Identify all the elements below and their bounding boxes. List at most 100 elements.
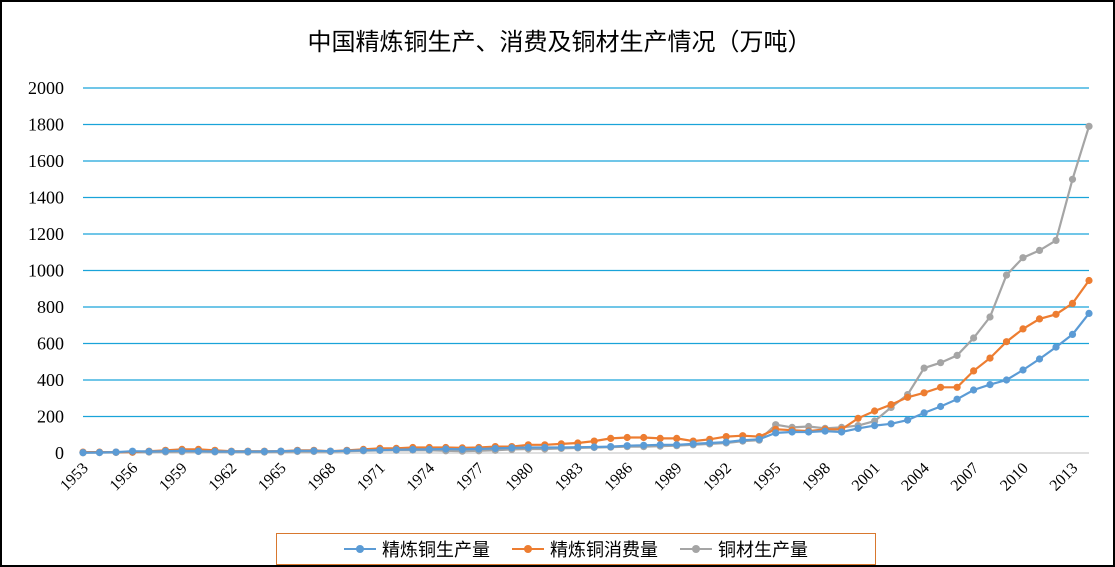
data-point	[640, 433, 648, 442]
data-point	[458, 445, 466, 453]
data-point	[970, 367, 978, 375]
legend-item-production: 精炼铜生产量	[344, 536, 490, 562]
data-point	[227, 447, 235, 456]
legend-label-copper-products: 铜材生产量	[718, 540, 808, 561]
data-point	[887, 420, 895, 428]
y-tick-label: 1600	[28, 151, 64, 171]
data-point	[656, 441, 664, 449]
y-tick-label: 2000	[28, 78, 64, 98]
data-point	[937, 359, 945, 367]
data-point	[986, 354, 994, 362]
data-point	[1035, 246, 1044, 254]
data-point	[904, 393, 912, 401]
data-point	[970, 334, 978, 342]
data-point	[920, 389, 928, 397]
series-line	[83, 279, 1090, 454]
data-point	[343, 447, 351, 455]
x-tick-label: 2004	[898, 460, 933, 495]
data-point	[1052, 236, 1060, 244]
data-point	[1035, 355, 1044, 363]
series-1	[79, 276, 1093, 456]
y-axis-tick-labels: 0 200 400 600 800 1000 1200 1400 1600 1800 2000	[28, 78, 64, 463]
data-point	[244, 447, 252, 456]
data-point	[541, 443, 549, 452]
data-point	[986, 313, 994, 321]
data-point	[623, 442, 631, 450]
data-point	[128, 447, 137, 455]
series-0	[79, 309, 1093, 457]
data-point	[953, 351, 961, 359]
data-point	[1019, 366, 1027, 374]
data-point	[805, 428, 813, 436]
series-line	[82, 312, 1090, 454]
x-tick-label: 2001	[849, 460, 884, 495]
x-tick-label: 1986	[601, 460, 636, 495]
data-point	[590, 443, 598, 451]
data-point	[1002, 271, 1011, 279]
data-point	[1052, 343, 1060, 351]
data-point	[1002, 376, 1011, 384]
x-tick-label: 1956	[107, 460, 142, 495]
data-point	[293, 447, 301, 455]
series-lines	[79, 122, 1093, 457]
legend-label-consumption: 精炼铜消费量	[550, 540, 658, 561]
data-point	[607, 434, 615, 442]
data-point	[508, 444, 516, 452]
x-tick-label: 2013	[1047, 460, 1082, 495]
x-tick-label: 1959	[156, 460, 191, 495]
data-point	[673, 434, 681, 442]
data-point	[937, 402, 945, 411]
data-point	[689, 440, 697, 448]
data-point	[673, 441, 681, 449]
data-point	[953, 395, 961, 403]
x-tick-label: 1983	[552, 460, 587, 495]
data-point	[986, 381, 994, 389]
data-point	[359, 446, 367, 454]
data-point	[326, 447, 334, 455]
data-point	[772, 429, 780, 437]
data-point	[194, 447, 202, 455]
data-point	[838, 428, 846, 436]
data-point	[706, 439, 714, 447]
data-point	[722, 438, 730, 446]
data-point	[1068, 299, 1077, 307]
data-point	[145, 447, 153, 456]
data-point	[871, 422, 879, 430]
data-point	[1052, 310, 1060, 318]
x-tick-label: 1971	[354, 460, 389, 495]
data-point	[491, 444, 499, 452]
data-point	[854, 414, 862, 422]
x-tick-label: 2007	[948, 460, 983, 495]
y-tick-label: 1000	[28, 261, 64, 281]
data-point	[1019, 325, 1027, 333]
data-point	[1019, 254, 1027, 262]
data-point	[277, 447, 285, 455]
data-point	[788, 428, 796, 436]
data-point	[656, 434, 664, 442]
data-point	[112, 448, 120, 456]
data-point	[211, 447, 219, 456]
data-point	[920, 409, 928, 417]
data-point	[310, 447, 318, 455]
data-point	[1085, 276, 1093, 285]
data-point	[425, 445, 433, 453]
series-line	[82, 125, 1091, 454]
x-tick-label: 1953	[57, 460, 92, 495]
x-tick-label: 1962	[206, 460, 241, 495]
x-tick-label: 1968	[305, 460, 340, 495]
data-point	[871, 407, 879, 415]
y-tick-label: 800	[37, 297, 64, 317]
y-tick-label: 400	[37, 370, 64, 390]
data-point	[640, 441, 648, 449]
data-point	[79, 449, 87, 457]
chart-title: 中国精炼铜生产、消费及铜材生产情况（万吨）	[307, 28, 812, 56]
data-point	[887, 401, 895, 409]
data-point	[937, 383, 945, 391]
legend-item-consumption: 精炼铜消费量	[512, 536, 658, 562]
data-point	[1085, 309, 1093, 317]
legend-label-production: 精炼铜生产量	[382, 540, 490, 561]
data-point	[821, 427, 829, 435]
data-point	[623, 433, 631, 442]
y-tick-label: 1800	[28, 115, 64, 135]
